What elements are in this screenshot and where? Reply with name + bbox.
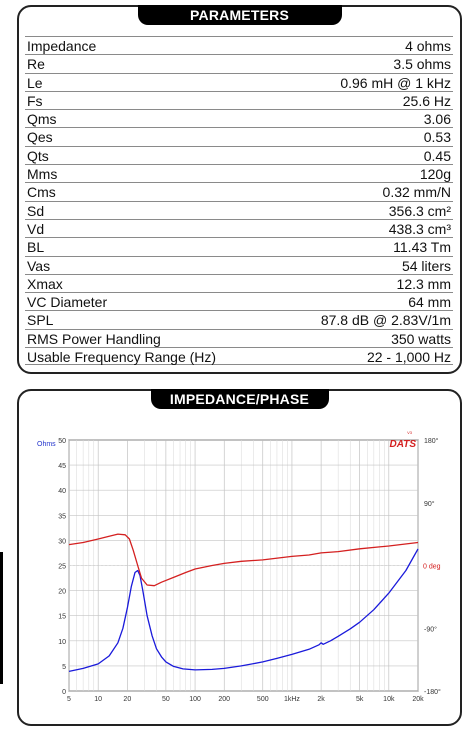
parameter-label: Xmax xyxy=(27,275,63,292)
parameter-value: 11.43 Tm xyxy=(393,239,451,256)
parameter-label: Le xyxy=(27,74,43,91)
parameter-label: Vd xyxy=(27,220,45,237)
y2-axis-label: 0 deg xyxy=(423,564,441,571)
x-tick-label: 100 xyxy=(189,696,201,703)
parameter-value: 22 - 1,000 Hz xyxy=(366,349,451,366)
parameter-row: RMS Power Handling 350 watts xyxy=(25,328,453,347)
parameter-value: 3.06 xyxy=(423,111,451,128)
parameter-row: Xmax 12.3 mm xyxy=(25,273,453,292)
y2-tick-label: -90° xyxy=(424,625,437,633)
parameter-label: Usable Frequency Range (Hz) xyxy=(27,349,217,366)
y2-tick-label: 180° xyxy=(424,437,439,445)
impedance-series-line xyxy=(68,548,419,673)
impedance-phase-title: IMPEDANCE/PHASE xyxy=(150,389,329,409)
y2-tick-label: 90° xyxy=(424,500,435,508)
parameter-value: 0.96 mH @ 1 kHz xyxy=(340,74,451,91)
impedance-phase-panel: IMPEDANCE/PHASE 0 5 10 15 20 25 30 35 40 45 50 Ohms… xyxy=(17,389,462,726)
y-tick-label: 25 xyxy=(58,564,66,571)
parameter-row: SPL 87.8 dB @ 2.83V/1m xyxy=(25,310,453,328)
parameter-row: VC Diameter 64 mm xyxy=(25,292,453,310)
x-tick-label: 2k xyxy=(317,696,325,703)
y-tick-label: 15 xyxy=(58,614,66,621)
x-tick-label: 200 xyxy=(218,696,230,703)
dats-version: V3 xyxy=(407,430,413,435)
parameter-value: 87.8 dB @ 2.83V/1m xyxy=(320,312,451,329)
x-tick-label: 5k xyxy=(356,696,364,703)
parameter-label: Cms xyxy=(27,184,56,201)
parameter-row: Qms 3.06 xyxy=(25,109,453,127)
parameters-table: Impedance 4 ohms Re 3.5 ohms Le 0.96 mH @ 1 k… xyxy=(25,36,453,366)
parameter-label: Vas xyxy=(27,257,51,274)
x-tick-label: 5 xyxy=(67,696,71,703)
parameter-row: Re 3.5 ohms xyxy=(25,54,453,72)
x-tick-label: 1kHz xyxy=(284,696,300,703)
parameter-label: Qms xyxy=(27,111,57,128)
parameter-label: Qes xyxy=(27,129,53,146)
parameter-row: Sd 356.3 cm² xyxy=(25,200,453,219)
parameter-label: SPL xyxy=(27,312,54,329)
parameter-value: 438.3 cm³ xyxy=(388,220,451,237)
x-tick-label: 10 xyxy=(94,696,102,703)
x-tick-label: 20 xyxy=(123,696,131,703)
parameter-value: 120g xyxy=(419,166,451,183)
parameter-label: VC Diameter xyxy=(27,294,108,311)
y-tick-label: 20 xyxy=(58,589,66,596)
parameter-label: Qts xyxy=(27,147,49,164)
parameter-row: Qts 0.45 xyxy=(25,145,453,164)
y-tick-label: 30 xyxy=(58,538,66,545)
parameter-value: 356.3 cm² xyxy=(388,202,451,219)
y2-tick-label: -180° xyxy=(424,688,441,696)
y-tick-label: 35 xyxy=(58,513,66,520)
parameter-label: Sd xyxy=(27,202,45,219)
parameter-label: BL xyxy=(27,239,45,256)
parameter-value: 0.32 mm/N xyxy=(382,184,451,201)
x-tick-label: 50 xyxy=(162,696,170,703)
parameter-value: 12.3 mm xyxy=(396,275,451,292)
parameter-label: Fs xyxy=(27,92,43,109)
parameter-label: RMS Power Handling xyxy=(27,330,161,347)
y-tick-label: 45 xyxy=(58,463,66,470)
parameter-row: Fs 25.6 Hz xyxy=(25,90,453,109)
y-tick-label: 50 xyxy=(58,438,66,445)
parameter-row: Usable Frequency Range (Hz) 22 - 1,000 Hz xyxy=(25,347,453,366)
parameter-row: Vd 438.3 cm³ xyxy=(25,218,453,237)
parameter-row: Impedance 4 ohms xyxy=(25,36,453,54)
parameter-value: 0.45 xyxy=(423,147,451,164)
phase-series-line xyxy=(68,533,419,587)
y-tick-label: 5 xyxy=(62,664,66,671)
parameter-row: Mms 120g xyxy=(25,164,453,182)
dats-logo: DATS xyxy=(390,439,417,450)
y-tick-label: 0 xyxy=(62,689,66,696)
parameter-row: Qes 0.53 xyxy=(25,127,453,145)
parameter-label: Re xyxy=(27,56,45,73)
parameter-value: 64 mm xyxy=(408,294,451,311)
parameter-row: BL 11.43 Tm xyxy=(25,237,453,255)
parameters-panel: PARAMETERS Impedance 4 ohms Re 3.5 ohms Le 0.… xyxy=(17,5,462,374)
parameter-row: Le 0.96 mH @ 1 kHz xyxy=(25,72,453,91)
parameter-value: 350 watts xyxy=(391,330,451,347)
x-tick-label: 20k xyxy=(412,696,424,703)
parameter-value: 3.5 ohms xyxy=(393,56,451,73)
parameter-value: 0.53 xyxy=(423,129,451,146)
page-edge-bar xyxy=(0,552,3,684)
parameters-title: PARAMETERS xyxy=(137,5,342,25)
parameter-label: Impedance xyxy=(27,38,97,54)
parameter-row: Cms 0.32 mm/N xyxy=(25,182,453,200)
x-tick-label: 500 xyxy=(257,696,269,703)
parameter-value: 4 ohms xyxy=(405,38,451,54)
parameter-row: Vas 54 liters xyxy=(25,255,453,274)
parameter-label: Mms xyxy=(27,166,58,183)
x-tick-label: 10k xyxy=(383,696,395,703)
parameter-value: 54 liters xyxy=(401,257,451,274)
parameter-value: 25.6 Hz xyxy=(402,92,451,109)
y-tick-label: 40 xyxy=(58,488,66,495)
y-axis-label: Ohms xyxy=(37,441,56,448)
y-tick-label: 10 xyxy=(58,639,66,646)
